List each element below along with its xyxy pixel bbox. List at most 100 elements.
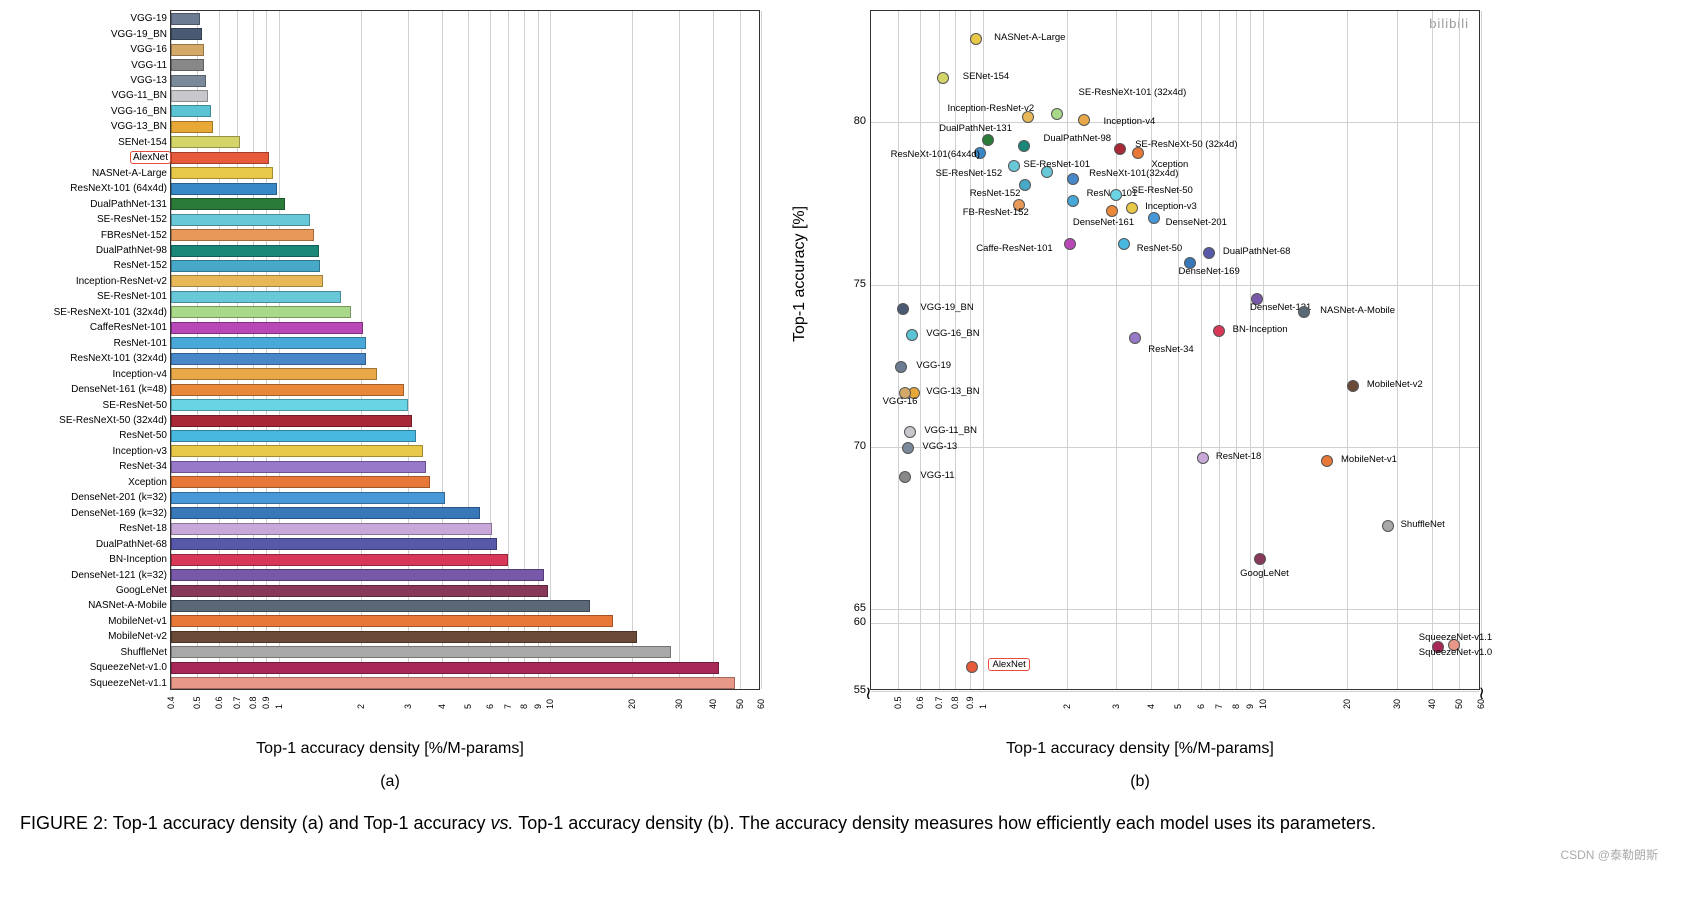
scatter-point bbox=[1298, 306, 1310, 318]
scatter-point bbox=[899, 471, 911, 483]
scatter-xlabel: Top-1 accuracy density [%/M-params] bbox=[790, 740, 1490, 758]
scatter-label: SE-ResNeXt-101 (32x4d) bbox=[1079, 87, 1187, 98]
panel-a-label: (a) bbox=[10, 773, 770, 791]
figure-caption: FIGURE 2: Top-1 accuracy density (a) and… bbox=[0, 801, 1688, 846]
scatter-point bbox=[1051, 108, 1063, 120]
bar-label: SqueezeNet-v1.0 bbox=[90, 662, 171, 673]
bar-label: SE-ResNet-50 bbox=[103, 400, 171, 411]
bar bbox=[171, 13, 200, 25]
bar-label: MobileNet-v2 bbox=[108, 631, 171, 642]
scatter-xtick: 5 bbox=[1173, 704, 1183, 709]
bar-xtick: 7 bbox=[503, 704, 513, 709]
bar bbox=[171, 214, 310, 226]
scatter-ytick: 60 bbox=[854, 616, 871, 628]
bar-label: VGG-11_BN bbox=[112, 90, 171, 101]
scatter-xtick: 10 bbox=[1258, 699, 1268, 709]
scatter-point bbox=[970, 33, 982, 45]
scatter-xtick: 1 bbox=[978, 704, 988, 709]
scatter-point bbox=[1254, 553, 1266, 565]
bar-label: ResNet-50 bbox=[119, 430, 171, 441]
scatter-point bbox=[1018, 140, 1030, 152]
bar-xtick: 0.7 bbox=[232, 696, 242, 709]
scatter-label: DualPathNet-131 bbox=[939, 123, 1012, 134]
bar-chart-area: 0.40.50.60.70.80.9123456789102030405060V… bbox=[170, 10, 760, 690]
bar-xtick: 20 bbox=[627, 699, 637, 709]
scatter-label: SE-ResNet-50 bbox=[1132, 185, 1193, 196]
bar bbox=[171, 461, 426, 473]
bar bbox=[171, 44, 204, 56]
scatter-point bbox=[982, 134, 994, 146]
scatter-xtick: 6 bbox=[1196, 704, 1206, 709]
scatter-label: VGG-16_BN bbox=[926, 328, 979, 339]
bar-label: DualPathNet-98 bbox=[96, 245, 171, 256]
bar bbox=[171, 183, 277, 195]
panel-b: Top-1 accuracy [%] bilibili 556065707580… bbox=[790, 10, 1490, 791]
scatter-label: SE-ResNet-101 bbox=[1024, 159, 1091, 170]
scatter-label: DenseNet-169 bbox=[1178, 266, 1239, 277]
bar-label: Inception-v3 bbox=[113, 446, 171, 457]
scatter-label: DenseNet-161 bbox=[1073, 217, 1134, 228]
bar-xtick: 1 bbox=[274, 704, 284, 709]
scatter-xtick: 0.7 bbox=[934, 696, 944, 709]
bar bbox=[171, 585, 548, 597]
bar bbox=[171, 569, 544, 581]
scatter-point bbox=[895, 361, 907, 373]
scatter-label: VGG-19 bbox=[916, 360, 951, 371]
scatter-point bbox=[1110, 189, 1122, 201]
panel-b-label: (b) bbox=[790, 773, 1490, 791]
scatter-xtick: 8 bbox=[1231, 704, 1241, 709]
bar bbox=[171, 615, 613, 627]
bar-xtick: 5 bbox=[463, 704, 473, 709]
bar bbox=[171, 507, 480, 519]
bar bbox=[171, 631, 637, 643]
bar-xtick: 8 bbox=[519, 704, 529, 709]
bar-xlabel: Top-1 accuracy density [%/M-params] bbox=[10, 740, 770, 758]
scatter-label: SENet-154 bbox=[963, 71, 1009, 82]
scatter-label: VGG-13 bbox=[922, 441, 957, 452]
scatter-label: VGG-11_BN bbox=[924, 425, 977, 436]
scatter-xtick: 0.6 bbox=[915, 696, 925, 709]
bar bbox=[171, 476, 430, 488]
bar-xtick: 40 bbox=[708, 699, 718, 709]
bilibili-watermark: bilibili bbox=[1429, 16, 1469, 31]
scatter-ytick: 70 bbox=[854, 440, 871, 452]
scatter-point bbox=[902, 442, 914, 454]
scatter-label: ResNet-152 bbox=[970, 188, 1021, 199]
bar-label: VGG-13_BN bbox=[111, 121, 171, 132]
bar-label: SE-ResNeXt-50 (32x4d) bbox=[59, 415, 171, 426]
bar bbox=[171, 538, 497, 550]
scatter-ytick: 65 bbox=[854, 602, 871, 614]
bar-xtick: 10 bbox=[545, 699, 555, 709]
bar-label: ResNeXt-101 (32x4d) bbox=[70, 353, 171, 364]
bar-label: DualPathNet-68 bbox=[96, 539, 171, 550]
bar-label: ResNet-152 bbox=[114, 260, 171, 271]
scatter-label: ResNet-50 bbox=[1137, 243, 1182, 254]
scatter-xtick: 50 bbox=[1454, 699, 1464, 709]
scatter-xtick: 4 bbox=[1146, 704, 1156, 709]
bar bbox=[171, 28, 202, 40]
scatter-point bbox=[1106, 205, 1118, 217]
scatter-label: FB-ResNet-152 bbox=[963, 207, 1029, 218]
scatter-label: VGG-19_BN bbox=[920, 302, 973, 313]
scatter-point bbox=[966, 661, 978, 673]
bar bbox=[171, 492, 445, 504]
bar bbox=[171, 322, 363, 334]
scatter-label: SqueezeNet-v1.1 bbox=[1419, 632, 1492, 643]
scatter-point bbox=[906, 329, 918, 341]
bar-label: Xception bbox=[128, 477, 171, 488]
bar-label: DenseNet-201 (k=32) bbox=[71, 492, 171, 503]
scatter-xtick: 0.5 bbox=[893, 696, 903, 709]
bar bbox=[171, 337, 366, 349]
bar-xtick: 50 bbox=[735, 699, 745, 709]
scatter-label: DenseNet-201 bbox=[1166, 217, 1227, 228]
bar bbox=[171, 275, 323, 287]
bar bbox=[171, 167, 273, 179]
scatter-label: MobileNet-v2 bbox=[1367, 379, 1423, 390]
bar-xtick: 0.5 bbox=[192, 696, 202, 709]
bar-label: CaffeResNet-101 bbox=[90, 322, 171, 333]
scatter-label: Inception-v4 bbox=[1103, 116, 1155, 127]
scatter-ytick: 75 bbox=[854, 278, 871, 290]
scatter-point bbox=[1064, 238, 1076, 250]
bar bbox=[171, 105, 211, 117]
scatter-point bbox=[1078, 114, 1090, 126]
